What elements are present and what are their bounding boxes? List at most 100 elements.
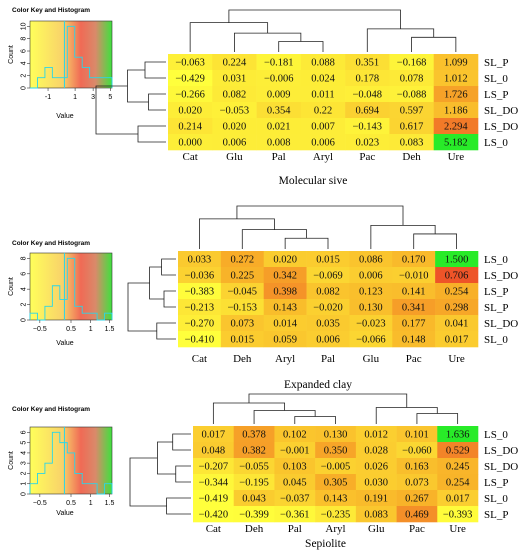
dendrogram-link <box>228 9 401 29</box>
heatmap-cell <box>389 86 435 103</box>
heatmap-cell <box>220 283 265 300</box>
color-key-xtick-label: 1.5 <box>105 326 115 333</box>
heatmap-cell-value: −0.393 <box>443 510 473 521</box>
heatmap-cell <box>193 474 235 491</box>
heatmap-cell <box>396 458 438 475</box>
heatmap-cell <box>306 283 350 300</box>
heatmap-cell <box>300 118 346 135</box>
heatmap-cell <box>345 70 390 87</box>
heatmap-cell <box>220 299 265 316</box>
dendrogram-link <box>241 229 307 249</box>
heatmap-cell-value: 1.099 <box>444 58 468 69</box>
heatmap-cell <box>315 442 357 459</box>
heatmap-cell <box>433 118 479 135</box>
heatmap-cell-value: 2.294 <box>444 122 468 133</box>
heatmap-cell <box>263 299 307 316</box>
heatmap-cell <box>435 267 479 284</box>
heatmap-cell <box>212 118 257 135</box>
column-label: Ure <box>449 523 466 535</box>
heatmap-cell <box>315 506 357 523</box>
heatmap-cell-value: 0.015 <box>230 335 254 346</box>
color-key-xtick-label: -1 <box>45 94 51 101</box>
row-label: SL_DO <box>484 318 518 330</box>
heatmap-cell-value: 0.694 <box>355 106 379 117</box>
heatmap-cell <box>433 102 479 119</box>
heatmap-cell-value: −0.361 <box>280 510 310 521</box>
column-label: Deh <box>402 151 421 163</box>
heatmap-cell-value: 0.267 <box>405 494 429 505</box>
heatmap-cell-value: 0.020 <box>223 122 247 133</box>
heatmap-cell <box>392 331 436 348</box>
heatmap-cell <box>263 267 307 284</box>
heatmap-cell-value: 0.014 <box>273 319 297 330</box>
color-key-ytick-label: 2 <box>21 303 28 307</box>
column-label: Deh <box>245 523 264 535</box>
heatmap-cell-value: 0.342 <box>273 271 297 282</box>
heatmap-cell <box>178 251 222 268</box>
heatmap-cell-value: −0.420 <box>199 510 229 521</box>
heatmap-cells: 0.033 0.272 0.020 0.015 0.086 0.170 1.500 −0.03… <box>178 251 479 348</box>
heatmap-cell-value: −0.181 <box>264 58 294 69</box>
heatmap-cell-value: 0.082 <box>223 90 247 101</box>
heatmap-cell-value: 0.023 <box>355 138 379 149</box>
color-key-xlabel: Value <box>56 510 73 517</box>
heatmap-cell <box>396 442 438 459</box>
heatmap-cell <box>392 315 436 332</box>
heatmap-cell-value: 0.130 <box>324 430 348 441</box>
heatmap-cell-value: 0.012 <box>364 430 388 441</box>
color-key-histogram <box>30 25 113 89</box>
heatmap-cell <box>437 426 479 443</box>
heatmap-cell-value: 0.214 <box>178 122 202 133</box>
heatmap-cell-value: −0.143 <box>353 122 383 133</box>
heatmap-cell <box>433 70 479 87</box>
column-label: Cat <box>192 353 207 365</box>
heatmap-cell <box>345 86 390 103</box>
color-key-xtick-label: 1 <box>89 500 93 507</box>
row-dendrogram <box>95 61 166 143</box>
heatmap-cell <box>193 458 235 475</box>
color-key-xtick-label: 0.5 <box>66 326 76 333</box>
column-label: Pac <box>359 151 375 163</box>
column-label: Glu <box>363 353 380 365</box>
dendrogram-link <box>95 85 138 135</box>
heatmap-cell-value: 0.088 <box>311 58 335 69</box>
color-key-ytick-label: 3 <box>21 461 28 465</box>
heatmap-cell <box>233 506 275 523</box>
heatmap-cell-value: 0.191 <box>364 494 388 505</box>
heatmap-cell <box>355 474 397 491</box>
heatmap-cell-value: 0.028 <box>364 446 388 457</box>
dendrogram-link <box>416 413 459 424</box>
heatmap-cell <box>233 442 275 459</box>
heatmap-cell-value: 1.726 <box>444 90 468 101</box>
heatmap-cell-value: −0.429 <box>175 74 205 85</box>
color-key-ytick-label: 4 <box>21 61 28 65</box>
heatmap-cell-value: −0.055 <box>239 462 269 473</box>
heatmap-cell-value: 0.378 <box>242 430 266 441</box>
heatmap-cell <box>212 70 257 87</box>
heatmap-cell <box>437 506 479 523</box>
row-dendrogram <box>129 433 191 515</box>
heatmap-cell-value: 0.382 <box>242 446 266 457</box>
heatmap-cell-value: 0.341 <box>402 303 426 314</box>
heatmap-cell <box>274 474 316 491</box>
heatmap-cell-value: −0.419 <box>199 494 229 505</box>
heatmap-cell-value: −0.006 <box>264 74 294 85</box>
heatmap-cell <box>212 54 257 71</box>
heatmap-cell-value: 0.254 <box>446 478 470 489</box>
color-key-gradient <box>29 20 113 89</box>
heatmap-cell-value: 0.178 <box>355 74 379 85</box>
heatmap-cell <box>433 86 479 103</box>
color-key-xtick-label: 3 <box>91 94 95 101</box>
color-key-ytick-label: 1 <box>21 482 28 486</box>
heatmap-cell-value: 0.177 <box>402 319 426 330</box>
heatmap-cell <box>435 283 479 300</box>
heatmap-cell-value: 0.073 <box>405 478 429 489</box>
heatmap-cell <box>193 426 235 443</box>
heatmap-cell <box>193 442 235 459</box>
dendrogram-link <box>278 41 324 52</box>
panel-title: Expanded clay <box>284 379 352 391</box>
heatmap-cell-value: 0.141 <box>402 287 426 298</box>
row-label: SL_DO <box>484 105 518 117</box>
heatmap-cell-value: 0.225 <box>230 271 254 282</box>
